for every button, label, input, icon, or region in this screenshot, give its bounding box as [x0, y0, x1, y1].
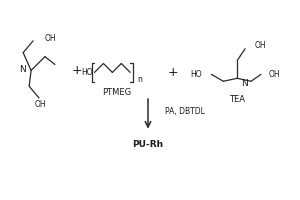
Text: OH: OH: [45, 34, 57, 43]
Text: PU-Rh: PU-Rh: [133, 140, 164, 149]
Text: n: n: [137, 75, 142, 84]
Text: N: N: [20, 65, 26, 74]
Text: HO: HO: [190, 70, 202, 79]
Text: PA, DBTDL: PA, DBTDL: [165, 107, 205, 116]
Text: +: +: [71, 64, 82, 77]
Text: PTMEG: PTMEG: [102, 88, 131, 97]
Text: TEA: TEA: [229, 96, 245, 104]
Text: OH: OH: [34, 100, 46, 109]
Text: OH: OH: [269, 70, 280, 79]
Text: OH: OH: [255, 41, 267, 50]
Text: +: +: [167, 66, 178, 79]
Text: N: N: [241, 79, 248, 88]
Text: HO: HO: [81, 68, 92, 77]
